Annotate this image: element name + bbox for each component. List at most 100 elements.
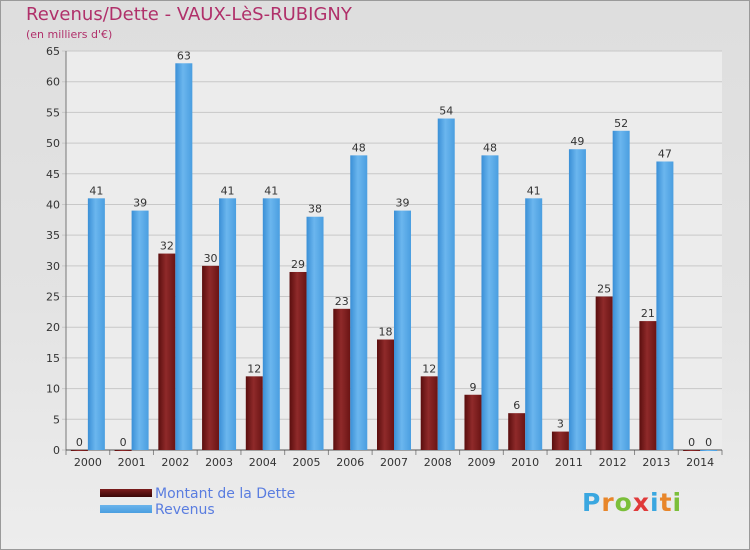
data-label-dette: 21 (641, 307, 655, 320)
data-label-revenus: 41 (89, 184, 103, 197)
data-label-revenus: 52 (614, 117, 628, 130)
bar-revenus (525, 198, 543, 450)
data-label-dette: 0 (688, 436, 695, 449)
y-tick-label: 10 (46, 383, 60, 396)
data-label-dette: 32 (160, 240, 174, 253)
data-label-revenus: 41 (264, 184, 278, 197)
data-label-dette: 23 (335, 295, 349, 308)
x-tick-label: 2000 (74, 456, 102, 469)
data-label-dette: 12 (247, 362, 261, 375)
bar-dette (114, 450, 132, 451)
x-tick-label: 2008 (424, 456, 452, 469)
data-label-revenus: 54 (439, 105, 453, 118)
legend-swatch-dette (100, 489, 152, 497)
y-tick-label: 65 (46, 45, 60, 58)
y-tick-label: 55 (46, 106, 60, 119)
x-tick-label: 2012 (599, 456, 627, 469)
data-label-dette: 0 (120, 436, 127, 449)
bar-dette (70, 450, 88, 451)
bar-dette (464, 394, 482, 450)
data-label-dette: 29 (291, 258, 305, 271)
y-tick-label: 45 (46, 168, 60, 181)
bar-revenus (700, 450, 718, 451)
data-label-revenus: 41 (221, 184, 235, 197)
data-label-revenus: 48 (483, 141, 497, 154)
bar-revenus (394, 210, 411, 450)
y-tick-label: 5 (53, 413, 60, 426)
x-tick-label: 2007 (380, 456, 408, 469)
logo-letter: i (672, 488, 683, 517)
logo-letter: t (659, 488, 673, 517)
y-tick-label: 20 (46, 321, 60, 334)
data-label-revenus: 63 (177, 49, 191, 62)
x-tick-label: 2010 (511, 456, 539, 469)
bar-revenus (350, 155, 368, 450)
bar-dette (595, 296, 613, 450)
legend-label-revenus: Revenus (155, 502, 215, 518)
bar-revenus (656, 161, 674, 450)
bar-revenus (437, 118, 455, 451)
data-label-revenus: 48 (352, 141, 366, 154)
bar-dette (377, 339, 394, 450)
data-label-revenus: 39 (396, 197, 410, 210)
y-tick-label: 50 (46, 137, 60, 150)
data-label-revenus: 39 (133, 197, 147, 210)
bar-dette (158, 253, 176, 450)
bar-dette (289, 271, 307, 450)
y-tick-label: 35 (46, 229, 60, 242)
data-label-dette: 9 (469, 381, 476, 394)
bar-revenus (175, 63, 193, 451)
bar-revenus (568, 149, 586, 450)
bar-dette (245, 376, 263, 450)
data-label-dette: 0 (76, 436, 83, 449)
bar-dette (639, 321, 657, 450)
data-label-dette: 12 (422, 362, 436, 375)
logo-letter: o (614, 488, 633, 517)
x-tick-label: 2002 (161, 456, 189, 469)
bar-dette (551, 431, 569, 450)
logo-letter: i (650, 488, 660, 517)
data-label-dette: 25 (597, 283, 611, 296)
y-tick-label: 40 (46, 198, 60, 211)
y-tick-label: 15 (46, 352, 60, 365)
data-label-dette: 18 (379, 326, 393, 339)
data-label-revenus: 49 (570, 135, 584, 148)
bar-dette (508, 413, 526, 450)
x-tick-label: 2004 (249, 456, 277, 469)
data-label-dette: 3 (557, 418, 564, 431)
data-label-revenus: 41 (527, 184, 541, 197)
chart-subtitle: (en milliers d'€) (26, 28, 113, 41)
bar-dette (683, 450, 701, 451)
bar-revenus (87, 198, 105, 450)
legend-swatch-revenus (100, 505, 152, 513)
bar-revenus (481, 155, 499, 450)
data-label-revenus: 38 (308, 203, 322, 216)
bar-revenus (131, 210, 149, 450)
y-tick-label: 0 (53, 444, 60, 457)
x-tick-label: 2001 (118, 456, 146, 469)
chart-title: Revenus/Dette - VAUX-LèS-RUBIGNY (26, 4, 352, 25)
x-tick-label: 2014 (686, 456, 714, 469)
x-tick-label: 2003 (205, 456, 233, 469)
x-tick-label: 2009 (467, 456, 495, 469)
legend-label-dette: Montant de la Dette (155, 486, 296, 502)
bar-revenus (306, 216, 324, 450)
y-tick-label: 60 (46, 76, 60, 89)
logo-letter: P (582, 488, 602, 517)
bar-dette (420, 376, 438, 450)
bar-dette (333, 308, 351, 450)
bar-dette (202, 265, 220, 450)
data-label-dette: 6 (513, 399, 520, 412)
y-tick-label: 30 (46, 260, 60, 273)
bar-revenus (262, 198, 280, 450)
data-label-revenus: 0 (705, 436, 712, 449)
data-label-revenus: 47 (658, 147, 672, 160)
x-tick-label: 2006 (336, 456, 364, 469)
x-tick-label: 2005 (293, 456, 321, 469)
x-tick-label: 2011 (555, 456, 583, 469)
bar-revenus (219, 198, 237, 450)
data-label-dette: 30 (204, 252, 218, 265)
logo-letter: r (601, 488, 615, 517)
logo-letter: x (632, 488, 650, 517)
